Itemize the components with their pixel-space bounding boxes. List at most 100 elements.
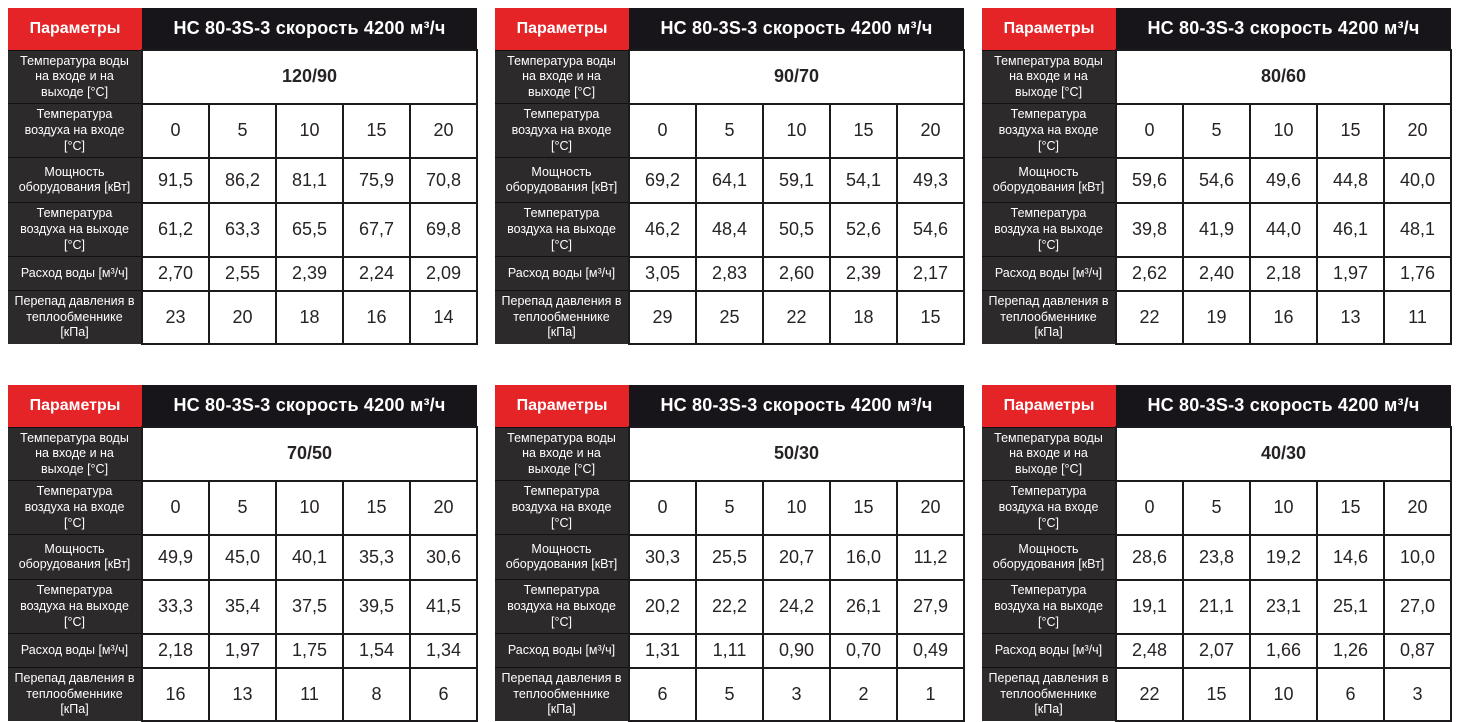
power-cell: 81,1 bbox=[275, 156, 344, 204]
air-inlet-cell: 10 bbox=[1249, 479, 1318, 536]
water-flow-cell: 0,70 bbox=[829, 632, 898, 669]
water-regime-value: 50/30 bbox=[628, 426, 965, 482]
water-flow-cell: 0,90 bbox=[762, 632, 831, 669]
row-label-air-inlet: Температура воздуха на входе [°C] bbox=[8, 480, 142, 535]
air-outlet-cell: 50,5 bbox=[762, 201, 831, 258]
air-inlet-cell: 15 bbox=[829, 479, 898, 536]
air-inlet-cell: 0 bbox=[141, 479, 210, 536]
power-cell: 25,5 bbox=[695, 533, 764, 581]
row-label-air-inlet: Температура воздуха на входе [°C] bbox=[982, 103, 1116, 158]
air-inlet-cell: 0 bbox=[1115, 102, 1184, 159]
air-inlet-cell: 20 bbox=[896, 102, 965, 159]
water-flow-cell: 1,66 bbox=[1249, 632, 1318, 669]
pressure-drop-cell: 5 bbox=[695, 666, 764, 722]
power-cell: 44,8 bbox=[1316, 156, 1385, 204]
row-label-water-temp: Температура воды на входе и на выходе [°… bbox=[495, 49, 629, 104]
params-header-cell: Параметры bbox=[495, 385, 629, 427]
table-title: НС 80-3S-3 скорость 4200 м³/ч bbox=[629, 8, 964, 50]
air-inlet-cell: 0 bbox=[1115, 479, 1184, 536]
air-inlet-cell: 20 bbox=[1383, 479, 1452, 536]
row-label-water-flow: Расход воды [м³/ч] bbox=[495, 256, 629, 291]
params-header-cell: Параметры bbox=[8, 8, 142, 50]
table-title: НС 80-3S-3 скорость 4200 м³/ч bbox=[142, 8, 477, 50]
power-cell: 59,1 bbox=[762, 156, 831, 204]
water-flow-cell: 1,34 bbox=[409, 632, 478, 669]
water-flow-cell: 2,07 bbox=[1182, 632, 1251, 669]
row-label-pressure-drop: Перепад давления в теплообменнике [кПа] bbox=[8, 667, 142, 721]
air-outlet-cell: 48,4 bbox=[695, 201, 764, 258]
air-inlet-cell: 10 bbox=[762, 102, 831, 159]
air-outlet-cell: 54,6 bbox=[896, 201, 965, 258]
row-label-water-temp: Температура воды на входе и на выходе [°… bbox=[8, 426, 142, 481]
pressure-drop-cell: 3 bbox=[762, 666, 831, 722]
air-inlet-cell: 15 bbox=[342, 479, 411, 536]
power-cell: 16,0 bbox=[829, 533, 898, 581]
water-flow-cell: 2,18 bbox=[141, 632, 210, 669]
water-flow-cell: 2,09 bbox=[409, 255, 478, 292]
pressure-drop-cell: 16 bbox=[1249, 289, 1318, 346]
pressure-drop-cell: 2 bbox=[829, 666, 898, 722]
power-cell: 91,5 bbox=[141, 156, 210, 204]
water-regime-value: 80/60 bbox=[1115, 49, 1452, 105]
params-header-cell: Параметры bbox=[495, 8, 629, 50]
row-label-power: Мощность оборудования [кВт] bbox=[8, 534, 142, 580]
pressure-drop-cell: 13 bbox=[1316, 289, 1385, 346]
row-label-air-inlet: Температура воздуха на входе [°C] bbox=[8, 103, 142, 158]
power-cell: 75,9 bbox=[342, 156, 411, 204]
water-flow-cell: 2,24 bbox=[342, 255, 411, 292]
air-outlet-cell: 69,8 bbox=[409, 201, 478, 258]
params-header-cell: Параметры bbox=[8, 385, 142, 427]
air-inlet-cell: 5 bbox=[1182, 479, 1251, 536]
pressure-drop-cell: 3 bbox=[1383, 666, 1452, 722]
power-cell: 54,1 bbox=[829, 156, 898, 204]
water-flow-cell: 2,48 bbox=[1115, 632, 1184, 669]
water-flow-cell: 1,76 bbox=[1383, 255, 1452, 292]
air-outlet-cell: 46,2 bbox=[628, 201, 697, 258]
air-inlet-cell: 5 bbox=[208, 102, 277, 159]
power-cell: 30,3 bbox=[628, 533, 697, 581]
water-flow-cell: 2,17 bbox=[896, 255, 965, 292]
pressure-drop-cell: 6 bbox=[628, 666, 697, 722]
water-regime-value: 70/50 bbox=[141, 426, 478, 482]
water-flow-cell: 1,54 bbox=[342, 632, 411, 669]
air-outlet-cell: 48,1 bbox=[1383, 201, 1452, 258]
air-inlet-cell: 0 bbox=[628, 479, 697, 536]
air-inlet-cell: 10 bbox=[275, 102, 344, 159]
air-inlet-cell: 20 bbox=[1383, 102, 1452, 159]
air-inlet-cell: 20 bbox=[896, 479, 965, 536]
water-flow-cell: 1,97 bbox=[208, 632, 277, 669]
row-label-water-flow: Расход воды [м³/ч] bbox=[8, 633, 142, 668]
air-inlet-cell: 5 bbox=[695, 102, 764, 159]
pressure-drop-cell: 16 bbox=[342, 289, 411, 346]
row-label-power: Мощность оборудования [кВт] bbox=[495, 157, 629, 203]
spec-table-50-30: Параметры НС 80-3S-3 скорость 4200 м³/ч … bbox=[495, 385, 965, 722]
pressure-drop-cell: 15 bbox=[896, 289, 965, 346]
power-cell: 59,6 bbox=[1115, 156, 1184, 204]
water-regime-value: 90/70 bbox=[628, 49, 965, 105]
row-label-water-temp: Температура воды на входе и на выходе [°… bbox=[495, 426, 629, 481]
row-label-air-outlet: Температура воздуха на выходе [°C] bbox=[495, 579, 629, 634]
power-cell: 64,1 bbox=[695, 156, 764, 204]
air-outlet-cell: 26,1 bbox=[829, 578, 898, 635]
water-regime-value: 120/90 bbox=[141, 49, 478, 105]
power-cell: 19,2 bbox=[1249, 533, 1318, 581]
spec-table-70-50: Параметры НС 80-3S-3 скорость 4200 м³/ч … bbox=[8, 385, 478, 722]
water-flow-cell: 1,97 bbox=[1316, 255, 1385, 292]
power-cell: 11,2 bbox=[896, 533, 965, 581]
air-outlet-cell: 27,9 bbox=[896, 578, 965, 635]
water-flow-cell: 3,05 bbox=[628, 255, 697, 292]
pressure-drop-cell: 11 bbox=[1383, 289, 1452, 346]
pressure-drop-cell: 29 bbox=[628, 289, 697, 346]
air-outlet-cell: 35,4 bbox=[208, 578, 277, 635]
power-cell: 40,0 bbox=[1383, 156, 1452, 204]
row-label-water-flow: Расход воды [м³/ч] bbox=[495, 633, 629, 668]
water-flow-cell: 0,87 bbox=[1383, 632, 1452, 669]
air-inlet-cell: 5 bbox=[208, 479, 277, 536]
table-title: НС 80-3S-3 скорость 4200 м³/ч bbox=[1116, 385, 1451, 427]
power-cell: 49,6 bbox=[1249, 156, 1318, 204]
air-outlet-cell: 22,2 bbox=[695, 578, 764, 635]
power-cell: 23,8 bbox=[1182, 533, 1251, 581]
air-outlet-cell: 67,7 bbox=[342, 201, 411, 258]
row-label-air-outlet: Температура воздуха на выходе [°C] bbox=[8, 579, 142, 634]
